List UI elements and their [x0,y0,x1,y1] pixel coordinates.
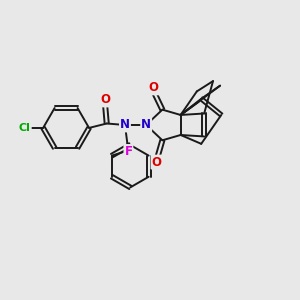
Text: N: N [141,118,151,131]
Text: F: F [124,145,132,158]
Text: O: O [148,81,158,94]
Text: Cl: Cl [19,123,31,133]
Text: O: O [152,156,161,169]
Text: O: O [100,93,110,106]
Text: N: N [120,118,130,131]
